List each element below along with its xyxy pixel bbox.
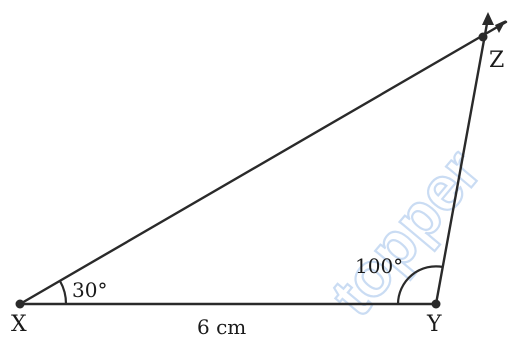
point-z [478,32,488,42]
angle-label-y: 100° [355,254,403,278]
vertex-label-z: Z [489,48,504,73]
angle-arcs [59,265,444,305]
vertex-label-x: X [11,312,27,337]
angle-arc-y [396,265,444,305]
watermark: topper [317,136,496,330]
triangle-sides [18,16,508,306]
angle-label-x: 30° [72,278,107,302]
arrow-head-xz [495,20,506,33]
point-y [431,299,441,309]
ray-arrowheads [482,12,506,33]
side-label-xy: 6 cm [197,315,246,339]
vertex-points [15,32,488,309]
ray-xz [18,20,508,306]
ray-yz [434,16,490,306]
angle-arc-x [59,280,68,305]
arrow-head-yz [482,12,494,25]
vertex-label-y: Y [426,312,442,337]
point-x [15,299,25,309]
watermark-text: topper [318,137,495,329]
